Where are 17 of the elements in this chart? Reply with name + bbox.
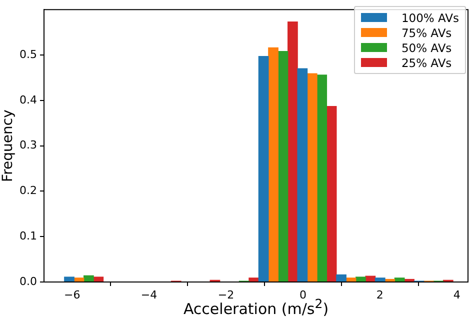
legend-label: 50% AVs xyxy=(401,40,452,54)
y-tick-label: 0.2 xyxy=(20,184,37,198)
y-tick-label: 0.4 xyxy=(20,93,37,106)
legend-label: 100% AVs xyxy=(401,10,459,24)
x-tick-label: −6 xyxy=(64,288,80,302)
x-tick-label: 4 xyxy=(453,288,460,302)
x-tick-label: 0 xyxy=(299,288,306,302)
y-tick-label: 0.0 xyxy=(20,274,37,288)
y-axis-title: Frequency xyxy=(0,110,16,182)
legend-label: 75% AVs xyxy=(401,26,452,40)
legend-label: 25% AVs xyxy=(401,56,452,70)
y-tick-label: 0.5 xyxy=(20,48,37,61)
x-tick-label: −4 xyxy=(140,288,158,302)
x-tick-label: −2 xyxy=(218,288,234,302)
y-tick-label: 0.3 xyxy=(20,138,37,152)
y-tick-label: 0.1 xyxy=(20,229,37,242)
x-tick-label: 2 xyxy=(376,288,384,302)
